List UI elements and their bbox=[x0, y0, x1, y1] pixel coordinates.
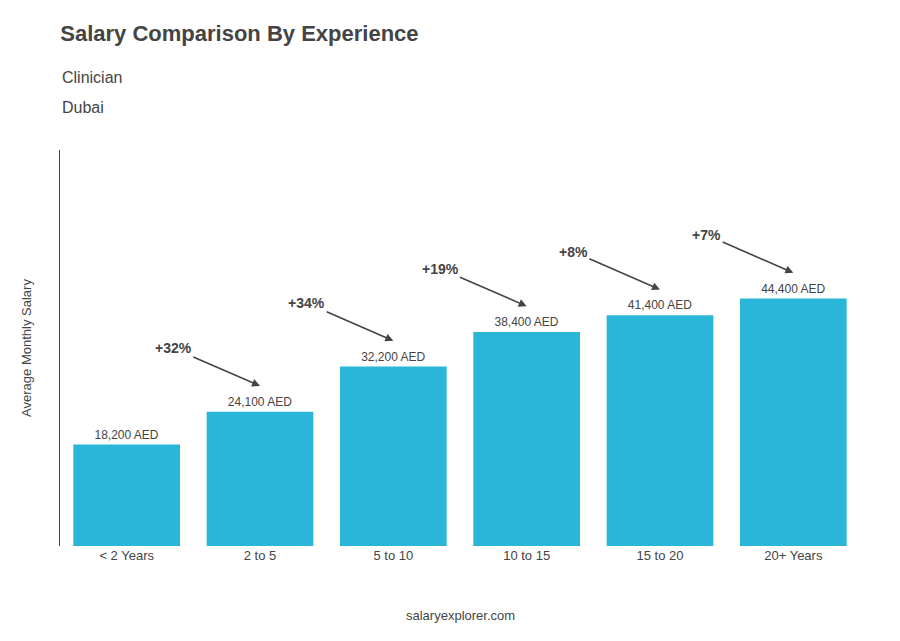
svg-text:15 to 20: 15 to 20 bbox=[637, 548, 684, 563]
svg-text:salaryexplorer.com: salaryexplorer.com bbox=[406, 608, 515, 623]
svg-text:20+ Years: 20+ Years bbox=[764, 548, 823, 563]
svg-text:41,400 AED: 41,400 AED bbox=[628, 298, 692, 312]
svg-text:Salary Comparison By Experienc: Salary Comparison By Experience bbox=[60, 21, 418, 46]
svg-text:32,200 AED: 32,200 AED bbox=[361, 350, 425, 364]
svg-text:5 to 10: 5 to 10 bbox=[373, 548, 413, 563]
svg-text:+7%: +7% bbox=[692, 227, 721, 243]
svg-text:Dubai: Dubai bbox=[62, 99, 104, 116]
svg-text:+34%: +34% bbox=[288, 295, 325, 311]
svg-text:10 to 15: 10 to 15 bbox=[503, 548, 550, 563]
svg-text:44,400 AED: 44,400 AED bbox=[761, 282, 825, 296]
svg-text:24,100 AED: 24,100 AED bbox=[228, 395, 292, 409]
svg-text:< 2 Years: < 2 Years bbox=[99, 548, 154, 563]
svg-text:18,200 AED: 18,200 AED bbox=[94, 428, 158, 442]
svg-text:+8%: +8% bbox=[559, 244, 588, 260]
svg-text:38,400 AED: 38,400 AED bbox=[494, 315, 558, 329]
svg-text:Average Monthly Salary: Average Monthly Salary bbox=[19, 279, 34, 417]
svg-text:2 to 5: 2 to 5 bbox=[244, 548, 277, 563]
svg-text:+32%: +32% bbox=[155, 340, 192, 356]
svg-text:+19%: +19% bbox=[422, 261, 459, 277]
svg-text:Clinician: Clinician bbox=[62, 69, 122, 86]
